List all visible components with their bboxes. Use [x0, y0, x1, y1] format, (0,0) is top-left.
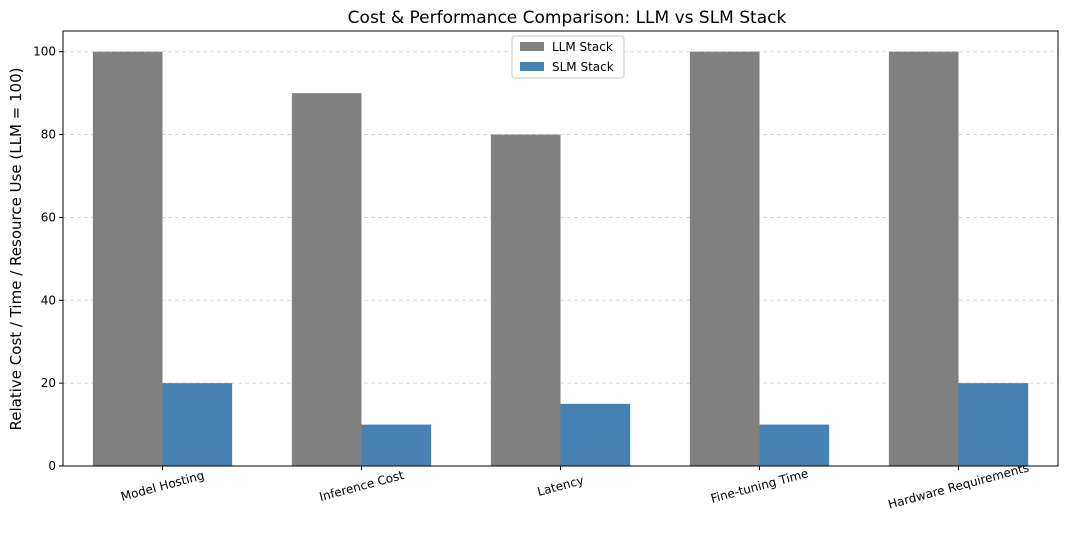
y-axis-ticks: 0 20 40 60 80 100 [33, 45, 63, 473]
y-tick-label: 40 [41, 293, 56, 307]
y-tick-label: 20 [41, 376, 56, 390]
y-tick-label: 80 [41, 128, 56, 142]
y-tick-label: 60 [41, 210, 56, 224]
bar-llm [888, 51, 959, 466]
x-tick-label: Inference Cost [318, 468, 406, 504]
bars [92, 51, 1029, 467]
x-tick-label: Model Hosting [119, 468, 205, 504]
legend-label: LLM Stack [552, 40, 613, 54]
bar-slm [560, 403, 631, 466]
bar-llm [490, 134, 561, 467]
y-tick-label: 100 [33, 45, 56, 59]
bar-slm [361, 424, 432, 466]
bar-slm [958, 383, 1029, 466]
x-axis-ticks: Model Hosting Inference Cost Latency Fine-t… [119, 460, 1030, 511]
bar-slm [162, 383, 233, 466]
legend-label: SLM Stack [552, 60, 614, 74]
legend-swatch [520, 62, 544, 71]
chart-title: Cost & Performance Comparison: LLM vs SL… [348, 8, 787, 28]
bar-llm [689, 51, 760, 466]
y-tick-label: 0 [48, 459, 56, 473]
legend: LLM Stack SLM Stack [511, 35, 625, 79]
y-axis-label: Relative Cost / Time / Resource Use (LLM… [7, 68, 25, 431]
bar-slm [759, 424, 830, 466]
x-tick-label: Latency [536, 473, 585, 499]
bar-llm [291, 93, 362, 467]
bar-llm [92, 51, 163, 466]
x-tick-label: Fine-tuning Time [709, 466, 810, 505]
legend-swatch [520, 42, 544, 51]
